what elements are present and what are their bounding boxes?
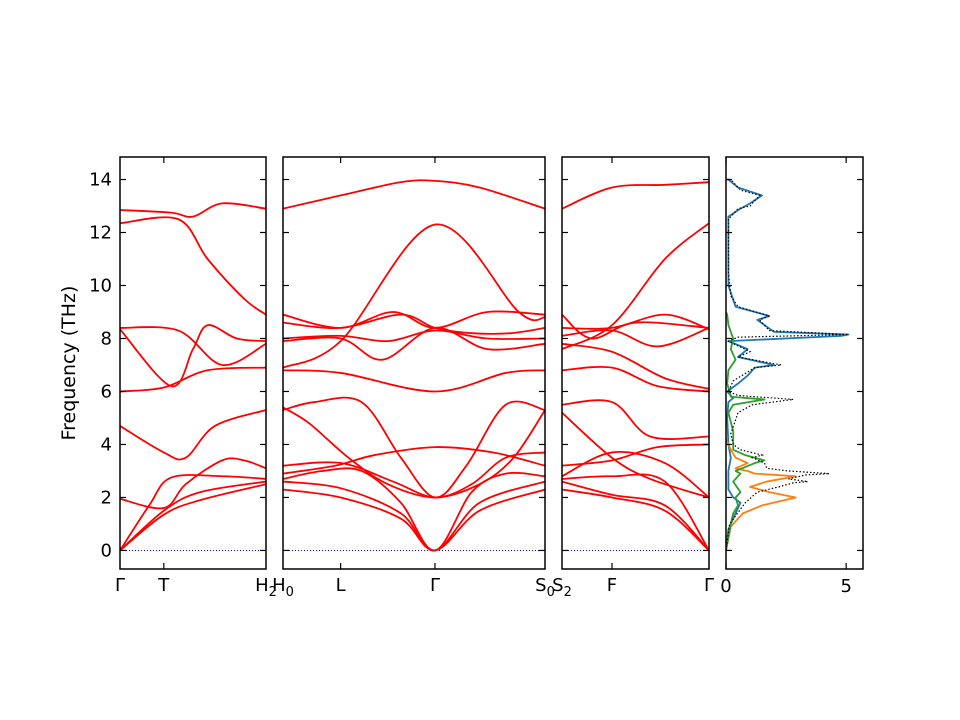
dos-partial-1	[726, 178, 850, 551]
phonon-band	[562, 365, 709, 393]
x-tick-label: T	[157, 575, 170, 596]
x-tick-subscript: 0	[547, 585, 555, 600]
band-plot-area	[120, 202, 266, 552]
phonon-band	[283, 329, 545, 343]
band-panel-2: H0 L Γ S0	[272, 156, 555, 600]
phonon-band	[120, 366, 266, 393]
phonon-band	[120, 324, 266, 388]
phonon-band	[120, 483, 266, 552]
y-axis-label: Frequency (THz)	[58, 286, 80, 441]
y-tick-label: 2	[101, 487, 112, 508]
phonon-band	[562, 473, 709, 551]
dos-panel-frame	[725, 156, 864, 570]
x-tick-subscript: 2	[564, 585, 572, 600]
dos-partial-2	[726, 438, 797, 551]
phonon-band	[283, 326, 545, 361]
phonon-band	[562, 412, 709, 499]
phonon-band	[283, 310, 545, 329]
phonon-band	[120, 216, 266, 316]
band-panel-frame	[119, 156, 267, 570]
phonon-band	[562, 399, 709, 440]
phonon-band	[562, 313, 709, 340]
x-tick-label: Γ	[704, 575, 714, 596]
phonon-band	[120, 480, 266, 552]
phonon-band	[562, 488, 709, 552]
phonon-band	[283, 446, 545, 475]
phonon-band	[562, 443, 709, 467]
y-tick-label: 0	[101, 540, 112, 561]
phonon-band	[562, 313, 709, 331]
y-tick-label: 8	[101, 328, 112, 349]
band-plot-area	[283, 179, 545, 552]
phonon-band	[562, 342, 709, 390]
dos-plot-area	[726, 178, 850, 551]
phonon-band	[283, 467, 545, 552]
phonon-band	[562, 181, 709, 210]
x-tick-label: Γ	[115, 575, 125, 596]
band-plot-area	[562, 181, 709, 552]
phonon-band	[283, 313, 545, 335]
phonon-band	[120, 474, 266, 551]
y-tick-label: 4	[101, 434, 112, 455]
phonon-band	[283, 396, 545, 499]
band-panel-3: S2 F Γ	[552, 156, 714, 600]
band-panel-frame	[561, 156, 710, 570]
phonon-band	[562, 480, 709, 552]
phonon-band	[562, 222, 709, 350]
dos-x-tick-label: 0	[720, 576, 731, 597]
phonon-band	[283, 179, 545, 210]
phonon-band	[283, 406, 545, 499]
y-tick-label: 10	[89, 276, 112, 297]
x-tick-label: L	[336, 575, 346, 596]
phonon-band	[283, 480, 545, 552]
phonon-band	[283, 223, 545, 369]
phonon-band	[283, 451, 545, 499]
dos-x-tick-label: 5	[840, 576, 851, 597]
phonon-band	[120, 326, 266, 366]
x-tick-label: S2	[552, 575, 572, 600]
phonon-band	[120, 202, 266, 218]
x-tick-label: Γ	[430, 575, 440, 596]
x-tick-label: F	[607, 575, 617, 596]
phonon-band	[120, 457, 266, 510]
x-tick-subscript: 2	[269, 585, 277, 600]
band-panel-frame	[282, 156, 546, 570]
dos-partial-3	[726, 311, 766, 551]
x-tick-subscript: 0	[286, 585, 294, 600]
phonon-band	[120, 409, 266, 461]
dos-total	[726, 178, 849, 551]
phonon-band	[283, 488, 545, 552]
phonon-band	[562, 327, 709, 348]
phonon-band	[283, 369, 545, 393]
y-tick-label: 14	[89, 170, 112, 191]
y-tick-label: 12	[89, 223, 112, 244]
y-tick-label: 6	[101, 381, 112, 402]
